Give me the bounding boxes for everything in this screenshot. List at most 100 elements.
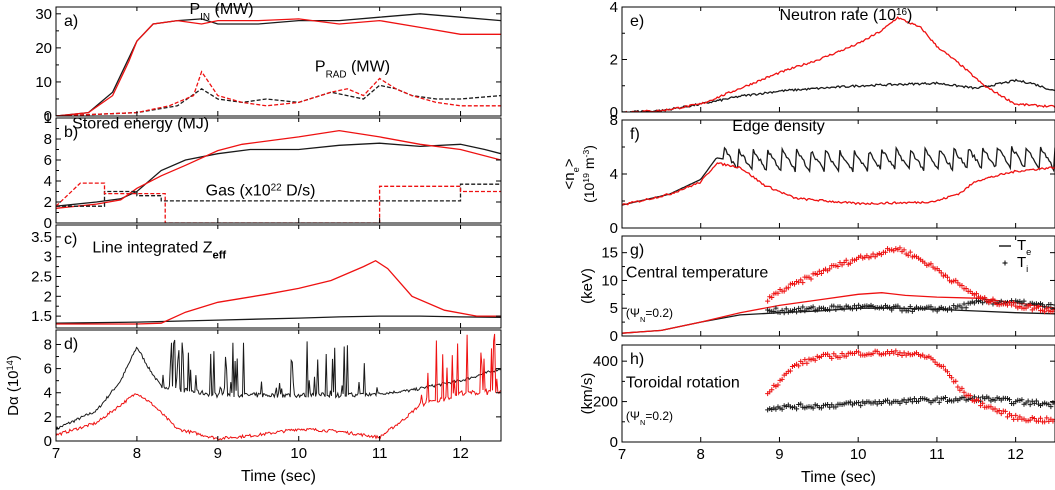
y-tick-label: 4 <box>610 0 618 16</box>
ti-marker <box>781 288 787 294</box>
ti-marker <box>833 306 839 312</box>
y-tick-label: 8 <box>44 336 52 353</box>
series-a-2 <box>56 84 501 116</box>
annotation-h-1: (ΨN=0.2) <box>626 409 673 427</box>
ti-marker <box>1038 415 1044 421</box>
panel-b: 0 2 4 6 8 1 b)Stored energy (MJ) Gas (x1022 D/s… <box>44 110 502 232</box>
ti-marker <box>779 376 785 382</box>
ti-marker <box>808 276 814 282</box>
ti-marker <box>1011 300 1017 306</box>
ti-marker <box>905 252 911 258</box>
x-axis-label: Time (sec) <box>801 469 876 486</box>
ti-marker <box>854 306 860 312</box>
y-tick-label: 15 <box>601 245 618 262</box>
ti-marker <box>980 300 986 306</box>
legend-entry-0: Te <box>1017 237 1031 257</box>
y-tick-label: 20 <box>35 40 52 57</box>
ti-marker <box>1027 303 1033 309</box>
ti-marker <box>847 399 853 405</box>
ti-marker <box>963 285 969 291</box>
y-tick-label: 2 <box>44 288 52 305</box>
series-a-3 <box>56 70 501 116</box>
plot-area-g <box>622 245 1055 334</box>
x-tick-label: 10 <box>290 445 307 462</box>
ti-marker <box>887 304 893 310</box>
ti-marker <box>870 251 876 257</box>
ti-marker <box>796 363 802 369</box>
ti-marker <box>973 291 979 297</box>
y-tick-label: 4 <box>44 385 52 402</box>
annotation-f-0: Edge density <box>732 118 825 135</box>
panel-c: 1.5 2 2.5 3 3.5 c) Line integrated Zeff <box>31 224 502 329</box>
panel-f: 0 4 8 f) Edge density <ne>(1019 m-3) <box>561 112 1055 237</box>
series-h-0 <box>765 394 1055 413</box>
ti-marker <box>907 304 913 310</box>
plot-area-d <box>56 333 501 441</box>
ti-marker <box>967 393 973 399</box>
ti-marker <box>800 304 806 310</box>
ti-marker <box>998 411 1004 417</box>
series-e-0 <box>622 78 1055 112</box>
ti-marker <box>1042 309 1048 315</box>
ti-marker <box>1021 298 1027 304</box>
axes-frame-b <box>55 117 502 224</box>
y-axis-label-h: (km/s) <box>579 373 596 415</box>
y-axis-label-text: <ne> <box>561 158 581 189</box>
axes-frame-a <box>55 6 502 117</box>
y-axis-label-f: <ne> <box>561 158 581 189</box>
ti-marker <box>893 348 899 354</box>
x-tick-label: 12 <box>452 445 469 462</box>
ti-marker <box>949 307 955 313</box>
x-tick-label: 7 <box>52 445 60 462</box>
ti-marker <box>847 260 853 266</box>
ti-marker <box>934 308 940 314</box>
ti-marker <box>897 305 903 311</box>
ti-marker <box>773 305 779 311</box>
ti-marker <box>940 363 946 369</box>
x-axis-label: Time (sec) <box>241 468 316 485</box>
ti-marker <box>812 357 818 363</box>
ti-marker <box>955 384 961 390</box>
ti-marker <box>882 249 888 255</box>
ti-marker <box>1052 416 1055 422</box>
panel-label-h: h) <box>630 351 644 368</box>
ti-marker <box>938 270 944 276</box>
ti-marker <box>949 375 955 381</box>
ti-marker <box>814 272 820 278</box>
plot-area-h <box>765 348 1055 425</box>
y-tick-label: 200 <box>593 394 618 411</box>
ti-marker <box>775 382 781 388</box>
axes-frame-f <box>621 119 1055 229</box>
y-axis-label-text: (km/s) <box>579 373 596 415</box>
annotation-a-1: PRAD (MW) <box>315 59 390 81</box>
ti-marker <box>783 306 789 312</box>
ti-marker <box>897 245 903 251</box>
ti-marker <box>1052 401 1055 407</box>
ti-marker <box>1019 397 1025 403</box>
ti-marker <box>992 397 998 403</box>
ti-marker <box>794 309 800 315</box>
ti-marker <box>837 354 843 360</box>
series-a-1 <box>56 18 501 116</box>
series-c-1 <box>56 259 501 325</box>
panel-e: 0 2 4 e) Neutron rate (1016) <box>610 0 1055 121</box>
ti-marker <box>986 395 992 401</box>
ti-marker <box>963 305 969 311</box>
y-tick-label: 400 <box>593 353 618 370</box>
ti-marker <box>976 397 982 403</box>
y-axis-label-text: (keV) <box>579 268 596 304</box>
ti-marker <box>810 405 816 411</box>
x-tick-label: 12 <box>1007 446 1024 463</box>
ti-marker <box>885 397 891 403</box>
panel-label-g: g) <box>630 242 644 259</box>
y-tick-label: 1.5 <box>31 308 52 325</box>
ti-marker <box>1002 408 1008 414</box>
y-tick-label: 0 <box>610 328 618 345</box>
ti-marker <box>988 299 994 304</box>
panel-d: 0 2 4 6 8 7 8 9 10 11 12 Time (sec) d) Dα (1014) <box>5 329 502 485</box>
series-b-2 <box>56 183 501 207</box>
series-h-1 <box>765 348 1055 425</box>
ti-marker <box>792 306 798 312</box>
ti-marker <box>934 395 940 401</box>
y-tick-label: 10 <box>601 272 618 289</box>
